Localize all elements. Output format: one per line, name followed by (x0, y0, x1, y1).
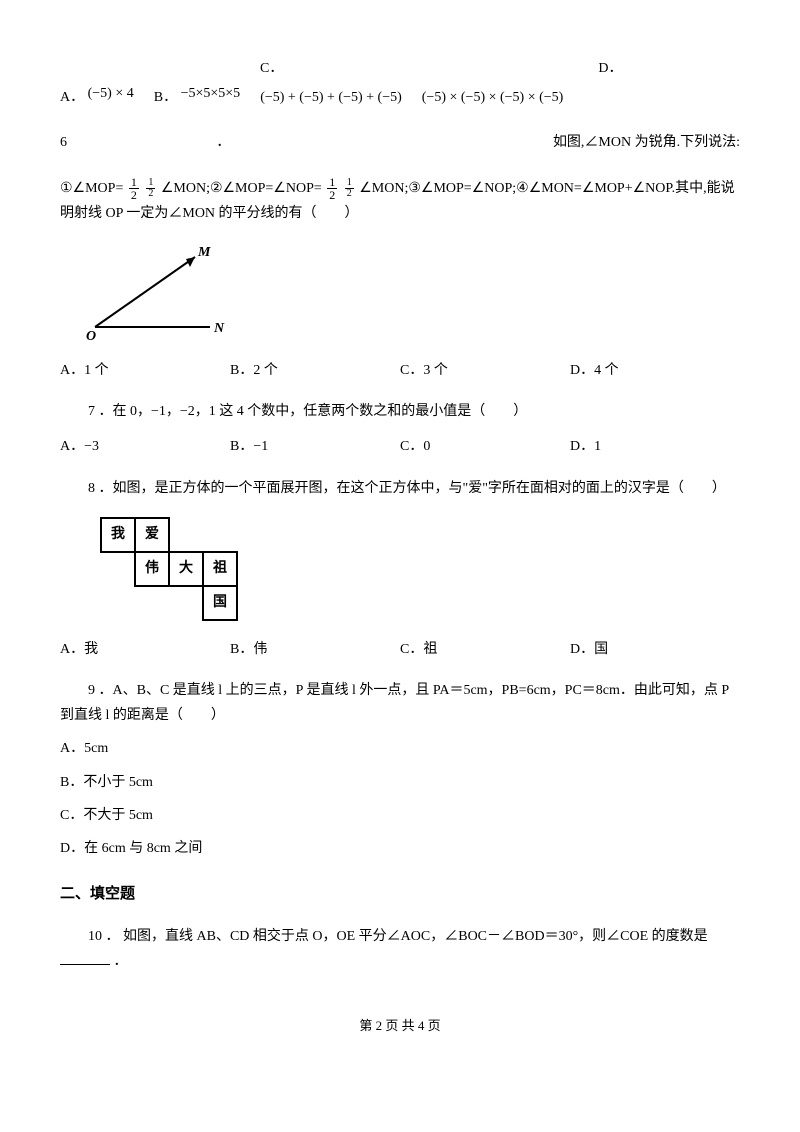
q5-optA-math: (−5) × 4 (88, 86, 134, 101)
q7-optC: C．0 (400, 434, 570, 459)
q6-dot: ． (120, 130, 327, 155)
q10-block: 10 ． 如图，直线 AB、CD 相交于点 O，OE 平分∠AOC，∠BOC－∠… (60, 924, 740, 974)
q10-text-b: ． (114, 954, 128, 969)
q6-body: ①∠MOP= 12 12 ∠MON;②∠MOP=∠NOP= 12 12 ∠MON… (60, 176, 740, 226)
q6-lead-row: 6 ． 如图,∠MON 为锐角.下列说法: (60, 130, 740, 155)
q6-frac1b: 12 (146, 178, 155, 199)
q8-options: A．我 B．伟 C．祖 D．国 (60, 637, 740, 662)
q10-blank (60, 964, 110, 965)
q5-optA: A． (−5) × 4 (60, 85, 134, 110)
q6-body-p1: ①∠MOP= (60, 181, 123, 196)
q6-options: A．1 个 B．2 个 C．3 个 D．4 个 (60, 358, 740, 383)
q9-optC: C．不大于 5cm (60, 803, 740, 828)
q5-optD-label: D． (598, 56, 622, 81)
q5-cd-labels: C． D． (60, 56, 740, 81)
q7-options: A．−3 B．−1 C．0 D．1 (60, 434, 740, 459)
q6-frac1: 12 (129, 176, 139, 201)
q9-optD: D．在 6cm 与 8cm 之间 (60, 836, 740, 861)
q5-optC-math: (−5) + (−5) + (−5) + (−5) (260, 85, 402, 110)
q7-optA: A．−3 (60, 434, 230, 459)
q7-optB: B．−1 (230, 434, 400, 459)
q9-optA: A．5cm (60, 736, 740, 761)
q9-options: A．5cm B．不小于 5cm C．不大于 5cm D．在 6cm 与 8cm … (60, 736, 740, 861)
q9-block: 9 ．A、B、C 是直线 l 上的三点，P 是直线 l 外一点，且 PA＝5cm… (60, 678, 740, 861)
net-cell-2: 爱 (135, 518, 169, 552)
q6-frac2b: 12 (345, 178, 354, 199)
q8-cube-net: 我 爱 伟 大 祖 国 (100, 517, 740, 621)
q8-optA: A．我 (60, 637, 230, 662)
net-cell-5: 祖 (203, 552, 237, 586)
q5-optB-label: B． (154, 90, 177, 105)
q6-optB: B．2 个 (230, 358, 400, 383)
q7-block: 7 ．在 0，−1，−2，1 这 4 个数中，任意两个数之和的最小值是（ ） A… (60, 399, 740, 459)
q5-optA-label: A． (60, 90, 84, 105)
net-cell-1: 我 (101, 518, 135, 552)
net-cell-6: 国 (203, 586, 237, 620)
q8-block: 8 ．如图，是正方体的一个平面展开图，在这个正方体中，与"爱"字所在面相对的面上… (60, 476, 740, 662)
angle-mon-svg: M O N (80, 242, 240, 342)
q9-optB: B．不小于 5cm (60, 770, 740, 795)
q5-optB: B． −5×5×5×5 (154, 85, 240, 110)
q8-optC: C．祖 (400, 637, 570, 662)
q8-optB: B．伟 (230, 637, 400, 662)
q6-block: 6 ． 如图,∠MON 为锐角.下列说法: ①∠MOP= 12 12 ∠MON;… (60, 130, 740, 383)
q5-optD-math: (−5) × (−5) × (−5) × (−5) (422, 85, 564, 110)
q5-options-block: C． D． A． (−5) × 4 B． −5×5×5×5 (−5) + (−5… (60, 56, 740, 110)
q10-text-a: 10 ． 如图，直线 AB、CD 相交于点 O，OE 平分∠AOC，∠BOC－∠… (88, 929, 708, 944)
q9-text: 9 ．A、B、C 是直线 l 上的三点，P 是直线 l 外一点，且 PA＝5cm… (60, 678, 740, 728)
q6-body-p2: ∠MON;②∠MOP=∠NOP= (161, 181, 322, 196)
q6-optA: A．1 个 (60, 358, 230, 383)
diagram-label-M: M (197, 245, 211, 260)
q7-text: 7 ．在 0，−1，−2，1 这 4 个数中，任意两个数之和的最小值是（ ） (60, 399, 740, 424)
section2-heading: 二、填空题 (60, 881, 740, 908)
page-footer: 第 2 页 共 4 页 (60, 1014, 740, 1037)
diagram-label-O: O (86, 329, 96, 342)
q8-optD: D．国 (570, 637, 740, 662)
q6-diagram: M O N (80, 242, 740, 342)
net-cell-3: 伟 (135, 552, 169, 586)
q8-text: 8 ．如图，是正方体的一个平面展开图，在这个正方体中，与"爱"字所在面相对的面上… (60, 476, 740, 501)
q7-optD: D．1 (570, 434, 740, 459)
q10-text: 10 ． 如图，直线 AB、CD 相交于点 O，OE 平分∠AOC，∠BOC－∠… (60, 924, 740, 974)
q6-number: 6 (60, 130, 120, 155)
q6-lead: 如图,∠MON 为锐角.下列说法: (327, 130, 740, 155)
q6-frac2: 12 (327, 176, 337, 201)
q5-optB-math: −5×5×5×5 (181, 86, 241, 101)
diagram-label-N: N (213, 321, 225, 336)
net-cell-4: 大 (169, 552, 203, 586)
q6-optC: C．3 个 (400, 358, 570, 383)
q6-optD: D．4 个 (570, 358, 740, 383)
q5-optC-label: C． (260, 56, 283, 81)
